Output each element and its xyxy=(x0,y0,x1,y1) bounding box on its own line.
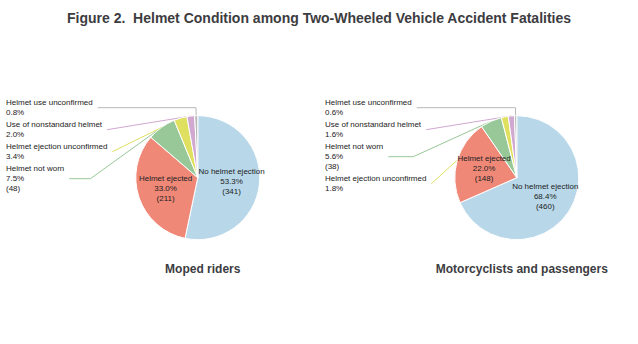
svg-text:22.0%: 22.0% xyxy=(473,164,496,173)
svg-text:(211): (211) xyxy=(157,194,175,203)
svg-text:1.6%: 1.6% xyxy=(325,130,343,139)
svg-text:Motorcyclists and passengers: Motorcyclists and passengers xyxy=(436,262,608,276)
svg-text:1.8%: 1.8% xyxy=(325,184,343,193)
svg-text:Moped riders: Moped riders xyxy=(165,262,241,276)
svg-text:Helmet not worn: Helmet not worn xyxy=(325,142,383,151)
svg-text:33.0%: 33.0% xyxy=(154,184,177,193)
svg-text:0.6%: 0.6% xyxy=(325,108,343,117)
svg-text:Helmet use unconfirmed: Helmet use unconfirmed xyxy=(325,98,412,107)
svg-text:Use of nonstandard helmet: Use of nonstandard helmet xyxy=(325,120,422,129)
svg-text:Helmet ejected: Helmet ejected xyxy=(457,154,510,163)
svg-text:3.4%: 3.4% xyxy=(6,152,24,161)
svg-text:5.6%: 5.6% xyxy=(325,152,343,161)
svg-text:Helmet use unconfirmed: Helmet use unconfirmed xyxy=(6,98,93,107)
svg-text:(341): (341) xyxy=(222,187,241,196)
svg-text:Use of nonstandard helmet: Use of nonstandard helmet xyxy=(6,120,103,129)
svg-text:2.0%: 2.0% xyxy=(6,130,24,139)
svg-text:53.3%: 53.3% xyxy=(220,177,243,186)
svg-text:(48): (48) xyxy=(6,184,21,193)
svg-text:No helmet ejection: No helmet ejection xyxy=(198,167,264,176)
svg-text:Helmet not worn: Helmet not worn xyxy=(6,164,64,173)
svg-text:Figure 2. Helmet Condition am: Figure 2. Helmet Condition among Two-Whe… xyxy=(67,10,571,26)
svg-text:(460): (460) xyxy=(536,202,555,211)
svg-text:Helmet ejected: Helmet ejected xyxy=(139,174,192,183)
svg-text:(148): (148) xyxy=(475,174,494,183)
svg-text:Helmet ejection unconfirmed: Helmet ejection unconfirmed xyxy=(6,142,107,151)
svg-text:No helmet ejection: No helmet ejection xyxy=(512,182,578,191)
svg-text:Helmet ejection unconfirmed: Helmet ejection unconfirmed xyxy=(325,174,426,183)
svg-text:0.8%: 0.8% xyxy=(6,108,24,117)
svg-text:68.4%: 68.4% xyxy=(534,192,557,201)
svg-text:(38): (38) xyxy=(325,162,340,171)
svg-text:7.5%: 7.5% xyxy=(6,174,24,183)
